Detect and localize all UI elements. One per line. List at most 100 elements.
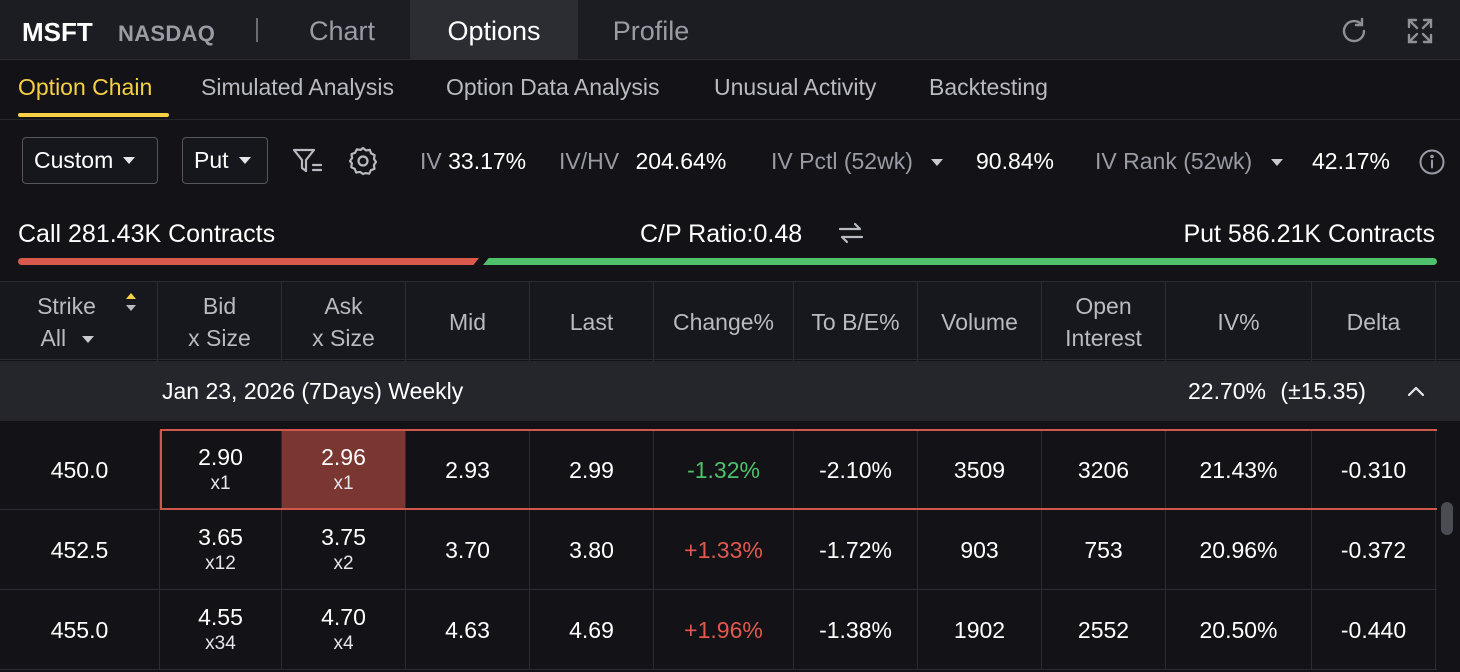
- col-strike-label: Strike: [37, 292, 96, 319]
- table-header: Strike All Bid x Size Ask x Size Mid Las…: [0, 281, 1460, 361]
- cell-ask[interactable]: 3.75 x2: [282, 510, 406, 590]
- tab-profile[interactable]: Profile: [612, 16, 690, 46]
- iv-stat: IV 33.17%: [420, 148, 526, 175]
- cell-mid: 3.70: [406, 510, 530, 590]
- table-row[interactable]: 452.5 3.65 x12 3.75 x2 3.70 3.80 +1.33% …: [0, 510, 1437, 590]
- ask-price: 2.96: [321, 444, 366, 470]
- chevron-down-icon: [82, 335, 95, 343]
- iv-pctl-stat[interactable]: IV Pctl (52wk): [771, 148, 944, 175]
- col-strike[interactable]: Strike All: [0, 282, 158, 361]
- col-volume: Volume: [918, 282, 1042, 361]
- subtab-unusual-activity[interactable]: Unusual Activity: [714, 74, 877, 100]
- cell-volume: 1902: [918, 590, 1042, 670]
- scrollbar-track[interactable]: [1437, 421, 1460, 672]
- cell-open-interest: 3206: [1042, 430, 1166, 510]
- active-tab-indicator: [18, 113, 169, 117]
- col-bid: Bid x Size: [158, 282, 282, 361]
- ivhv-label: IV/HV: [559, 148, 620, 174]
- top-bar: MSFT NASDAQ Chart Options Profile: [0, 0, 1460, 60]
- table-row[interactable]: 455.0 4.55 x34 4.70 x4 4.63 4.69 +1.96% …: [0, 590, 1437, 670]
- option-type-value: Put: [194, 147, 229, 173]
- bid-size: x1: [210, 473, 231, 494]
- cp-ratio: C/P Ratio:0.48: [640, 220, 803, 248]
- iv-rank-value-wrap: 42.17%: [1312, 148, 1390, 175]
- cell-bid[interactable]: 2.90 x1: [160, 430, 282, 510]
- expiry-group-header[interactable]: Jan 23, 2026 (7Days) Weekly 22.70% (±15.…: [0, 361, 1460, 421]
- cell-to-be: -2.10%: [794, 430, 918, 510]
- expand-icon[interactable]: [1403, 14, 1437, 48]
- call-volume-bar: [18, 258, 479, 265]
- option-type-select[interactable]: Put: [182, 137, 268, 184]
- col-open-interest: Open Interest: [1042, 282, 1166, 361]
- cell-open-interest: 753: [1042, 510, 1166, 590]
- cell-strike: 455.0: [0, 590, 160, 670]
- scrollbar-thumb[interactable]: [1441, 502, 1453, 535]
- swap-icon[interactable]: [836, 219, 866, 247]
- subtab-option-chain[interactable]: Option Chain: [18, 74, 153, 100]
- ask-size: x4: [333, 633, 354, 654]
- chevron-down-icon: [123, 157, 136, 164]
- table-row[interactable]: 450.0 2.90 x1 2.96 x1 2.93 2.99 -1.32% -…: [0, 430, 1437, 510]
- cell-delta: -0.372: [1312, 510, 1436, 590]
- iv-rank-value: 42.17%: [1312, 148, 1391, 174]
- bid-size: x34: [205, 633, 236, 654]
- col-bid-label: Bid: [202, 292, 237, 319]
- subtab-backtesting[interactable]: Backtesting: [929, 74, 1048, 100]
- tab-options[interactable]: Options: [410, 0, 578, 60]
- cell-mid: 4.63: [406, 590, 530, 670]
- exchange-label: NASDAQ: [118, 21, 216, 46]
- col-oi-label: Open: [1075, 292, 1132, 319]
- col-bid-sub: x Size: [188, 324, 251, 351]
- subtab-simulated-analysis[interactable]: Simulated Analysis: [201, 74, 395, 100]
- cell-ask[interactable]: 2.96 x1: [282, 430, 406, 510]
- strike-filter[interactable]: All: [41, 322, 95, 354]
- col-mid: Mid: [406, 282, 530, 361]
- cell-volume: 903: [918, 510, 1042, 590]
- subtab-option-data-analysis[interactable]: Option Data Analysis: [446, 74, 660, 100]
- chevron-down-icon: [238, 157, 251, 164]
- cell-ask[interactable]: 4.70 x4: [282, 590, 406, 670]
- chevron-down-icon: [931, 159, 944, 167]
- ivhv-stat: IV/HV 204.64%: [559, 148, 726, 175]
- col-oi-sub: Interest: [1065, 324, 1142, 351]
- cell-change: +1.96%: [654, 590, 794, 670]
- gear-icon[interactable]: [346, 144, 380, 178]
- cell-last: 2.99: [530, 430, 654, 510]
- sort-icon[interactable]: [124, 290, 138, 314]
- expiry-iv-value: 22.70%: [1188, 378, 1267, 404]
- collapse-icon[interactable]: [1402, 379, 1430, 403]
- col-iv: IV%: [1166, 282, 1312, 361]
- divider: [256, 18, 258, 42]
- ask-price: 4.70: [321, 604, 366, 630]
- expiry-date: Jan 23, 2026 (7Days) Weekly: [162, 378, 464, 404]
- iv-pctl-value-wrap: 90.84%: [976, 148, 1054, 175]
- cell-bid[interactable]: 3.65 x12: [160, 510, 282, 590]
- cell-mid: 2.93: [406, 430, 530, 510]
- cell-to-be: -1.38%: [794, 590, 918, 670]
- bid-price: 3.65: [198, 524, 243, 550]
- expiry-expected-move: (±15.35): [1280, 378, 1366, 404]
- info-icon[interactable]: [1418, 148, 1446, 176]
- col-delta: Delta: [1312, 282, 1436, 361]
- col-to-be: To B/E%: [794, 282, 918, 361]
- strike-filter-value: All: [40, 324, 67, 351]
- range-select[interactable]: Custom: [22, 137, 158, 184]
- col-ask-sub: x Size: [312, 324, 375, 351]
- cell-delta: -0.310: [1312, 430, 1436, 510]
- ask-size: x1: [333, 473, 354, 494]
- refresh-icon[interactable]: [1337, 14, 1371, 48]
- bid-price: 4.55: [198, 604, 243, 630]
- iv-label: IV: [420, 148, 442, 174]
- cell-open-interest: 2552: [1042, 590, 1166, 670]
- put-contracts: Put 586.21K Contracts: [1183, 220, 1435, 248]
- cell-strike: 450.0: [0, 430, 160, 510]
- ivhv-value: 204.64%: [635, 148, 727, 174]
- iv-rank-stat[interactable]: IV Rank (52wk): [1095, 148, 1283, 175]
- put-volume-bar: [483, 258, 1437, 265]
- filter-icon[interactable]: [290, 145, 324, 177]
- bid-price: 2.90: [198, 444, 243, 470]
- tab-chart[interactable]: Chart: [308, 16, 376, 46]
- iv-rank-label: IV Rank (52wk): [1095, 148, 1253, 174]
- col-change: Change%: [654, 282, 794, 361]
- cell-bid[interactable]: 4.55 x34: [160, 590, 282, 670]
